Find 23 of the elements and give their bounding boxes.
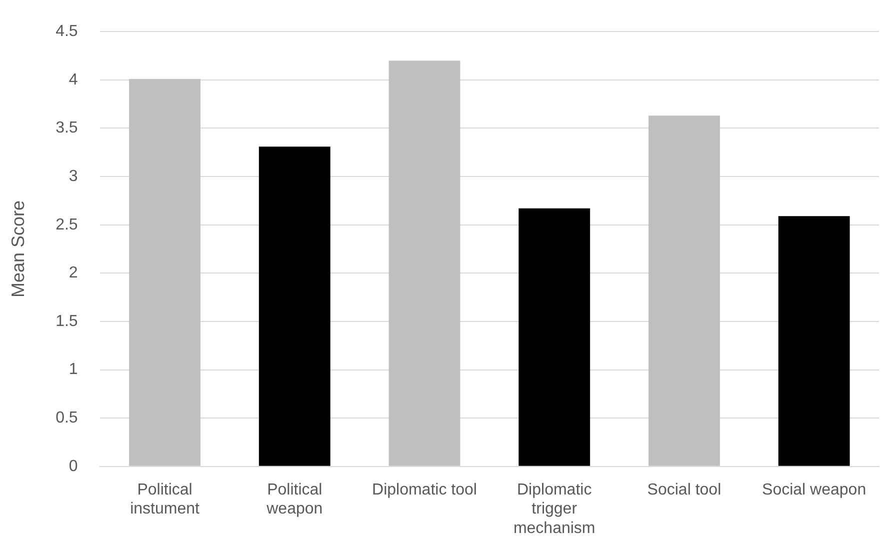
y-tick-label: 1 (68, 361, 78, 378)
bar (518, 208, 590, 466)
x-tick-label: Social weapon (762, 481, 866, 498)
y-tick-label: 2.5 (56, 216, 78, 234)
y-tick-label: 1.5 (56, 312, 78, 330)
bar (388, 60, 460, 466)
y-tick-label: 2 (68, 264, 78, 282)
x-tick-label: Social tool (647, 481, 722, 498)
bar (258, 146, 330, 466)
y-axis-title: Mean Score (8, 200, 28, 298)
y-tick-label: 4 (68, 71, 78, 88)
x-tick-label: Political weapon (266, 481, 323, 518)
x-tick-label: Political instument (130, 481, 200, 518)
x-tick-label: Diplomatic trigger mechanism (513, 481, 596, 537)
y-tick-label: 0.5 (56, 409, 78, 426)
bar (129, 78, 200, 466)
x-tick-label: Diplomatic tool (372, 481, 477, 498)
y-tick-label: 0 (68, 458, 78, 475)
y-tick-label: 4.5 (56, 23, 78, 40)
bar (648, 116, 720, 466)
bar (778, 216, 850, 466)
y-tick-label: 3 (68, 168, 78, 185)
y-tick-label: 3.5 (56, 120, 78, 137)
